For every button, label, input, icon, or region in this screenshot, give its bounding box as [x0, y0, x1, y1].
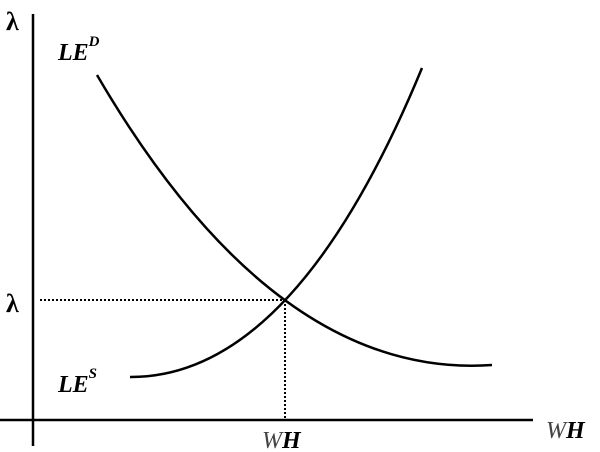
y-axis-label: λ: [6, 7, 19, 36]
equilibrium-y-label: λ: [6, 289, 19, 318]
supply-label: LES: [57, 366, 97, 398]
demand-label: LED: [57, 34, 100, 66]
demand-curve: [95, 74, 493, 367]
x-axis-label: WH: [546, 418, 586, 444]
supply-curve: [129, 67, 424, 379]
equilibrium-x-label: WH: [262, 428, 302, 452]
